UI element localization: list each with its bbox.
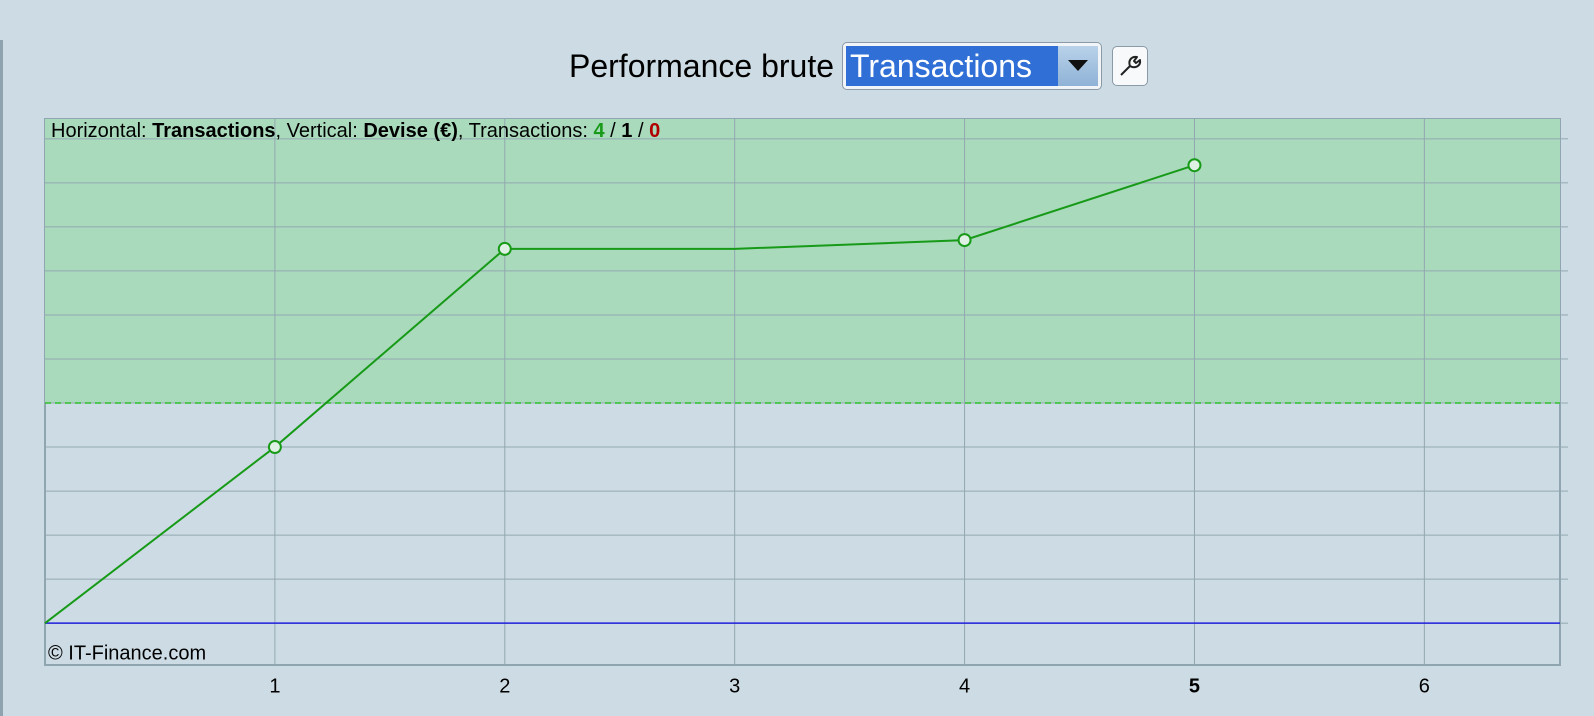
info-label: , Vertical: xyxy=(275,120,364,142)
settings-button[interactable] xyxy=(1112,46,1149,86)
data-line xyxy=(44,164,1195,624)
data-point xyxy=(957,233,972,248)
data-point xyxy=(1187,158,1202,173)
profit-zone xyxy=(45,119,1560,404)
chart-info: Horizontal: Transactions, Vertical: Devi… xyxy=(51,120,660,143)
wins-count: 4 xyxy=(593,120,605,142)
data-point xyxy=(497,241,512,256)
data-point xyxy=(267,440,282,455)
x-tick-label: 3 xyxy=(729,675,740,697)
info-value: Devise (€) xyxy=(363,120,458,142)
info-label: Horizontal: xyxy=(51,120,153,142)
mode-select[interactable]: Transactions xyxy=(842,42,1103,90)
x-tick-label: 4 xyxy=(959,675,970,697)
wrench-icon xyxy=(1120,55,1142,76)
select-arrow xyxy=(1058,46,1099,86)
x-tick-label: 6 xyxy=(1419,675,1430,697)
toolbar: Performance brute Transactions xyxy=(569,40,1149,92)
losses-count: 0 xyxy=(649,120,661,142)
info-value: Transactions xyxy=(152,120,276,142)
arrow-icon xyxy=(1068,60,1089,71)
x-tick-label: 5 xyxy=(1189,675,1200,697)
flat-count: 1 xyxy=(621,120,633,142)
frame-edge xyxy=(0,40,3,716)
separator: / xyxy=(632,120,650,142)
copyright: © IT-Finance.com xyxy=(48,642,206,664)
separator: / xyxy=(604,120,622,142)
x-tick-label: 2 xyxy=(499,675,510,697)
select-value: Transactions xyxy=(846,46,1059,86)
x-tick-label: 1 xyxy=(269,675,280,697)
toolbar-label: Performance brute xyxy=(569,47,835,84)
info-label: , Transactions: xyxy=(457,120,594,142)
